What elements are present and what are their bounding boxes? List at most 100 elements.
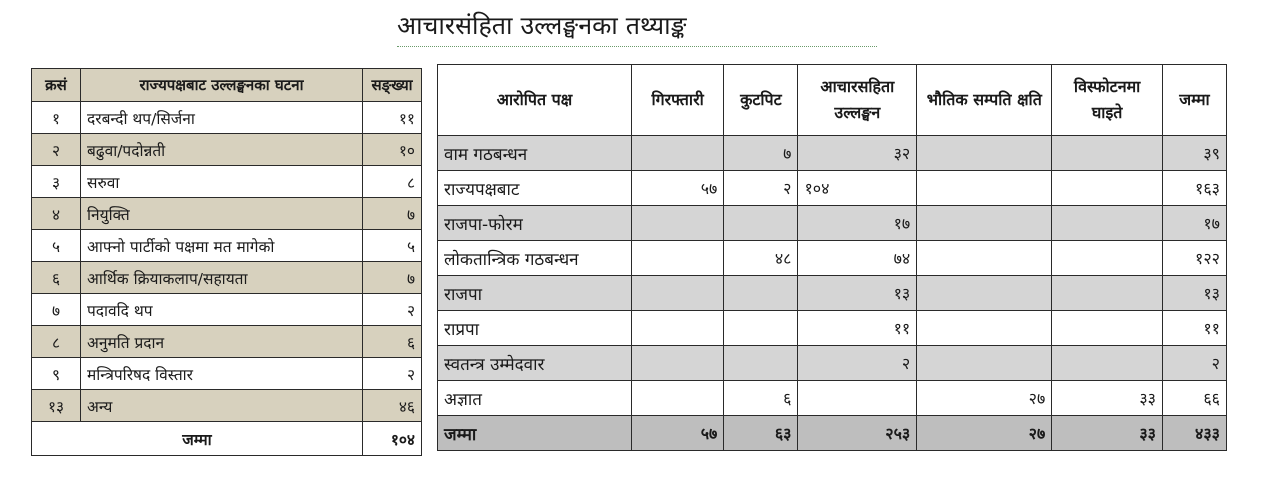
- row-total: १६३: [1161, 170, 1228, 206]
- table-row: राज्यपक्षबाट ५७ २ १०४ १६३: [437, 170, 1228, 206]
- column-header-arrest: गिरफ्तारी: [630, 64, 725, 136]
- row-blast: [1051, 310, 1163, 346]
- row-count: ११: [362, 101, 422, 134]
- row-event: आफ्नो पार्टीको पक्षमा मत मागेको: [80, 229, 363, 262]
- table-row: ३ सरुवा ८: [31, 165, 422, 198]
- column-header-count: सङ्ख्या: [362, 68, 422, 102]
- total-row: जम्मा १०४: [31, 421, 422, 456]
- row-assault: [723, 345, 799, 381]
- row-arrest: [630, 275, 725, 311]
- table-row: ७ पदावदि थप २: [31, 293, 422, 326]
- row-violation: ११: [797, 310, 918, 346]
- row-sn: १: [31, 101, 81, 134]
- row-event: सरुवा: [80, 165, 363, 198]
- row-event: अनुमति प्रदान: [80, 325, 363, 358]
- row-arrest: [630, 380, 725, 416]
- table-row: १३ अन्य ४६: [31, 389, 422, 422]
- row-party: राप्रपा: [437, 310, 632, 346]
- row-count: ४६: [362, 389, 422, 422]
- row-damage: [916, 170, 1053, 206]
- row-arrest: ५७: [630, 170, 725, 206]
- row-violation: २: [797, 345, 918, 381]
- total-blast: ३३: [1051, 415, 1163, 451]
- row-sn: ५: [31, 229, 81, 262]
- row-damage: [916, 135, 1053, 171]
- row-assault: [723, 275, 799, 311]
- row-total: १७: [1161, 205, 1228, 241]
- row-assault: [723, 310, 799, 346]
- row-assault: ४८: [723, 240, 799, 276]
- row-event: पदावदि थप: [80, 293, 363, 326]
- total-value: १०४: [362, 421, 422, 456]
- total-damage: २७: [916, 415, 1053, 451]
- row-assault: २: [723, 170, 799, 206]
- table-header-row: आरोपित पक्ष गिरफ्तारी कुटपिट आचारसहिता उ…: [437, 64, 1228, 136]
- column-header-event: राज्यपक्षबाट उल्लङ्घनका घटना: [80, 68, 363, 102]
- row-party: अज्ञात: [437, 380, 632, 416]
- row-damage: [916, 310, 1053, 346]
- row-count: १०: [362, 133, 422, 166]
- row-blast: [1051, 275, 1163, 311]
- row-event: अन्य: [80, 389, 363, 422]
- row-party: वाम गठबन्धन: [437, 135, 632, 171]
- row-blast: [1051, 205, 1163, 241]
- table-row: राजपा १३ १३: [437, 275, 1228, 311]
- row-damage: [916, 275, 1053, 311]
- row-event: आर्थिक क्रियाकलाप/सहायता: [80, 261, 363, 294]
- row-damage: [916, 205, 1053, 241]
- table-header-row: क्रसं राज्यपक्षबाट उल्लङ्घनका घटना सङ्ख्…: [31, 68, 422, 102]
- total-arrest: ५७: [630, 415, 725, 451]
- row-total: ६६: [1161, 380, 1228, 416]
- row-sn: १३: [31, 389, 81, 422]
- table-row: वाम गठबन्धन ७ ३२ ३९: [437, 135, 1228, 171]
- row-event: दरबन्दी थप/सिर्जना: [80, 101, 363, 134]
- row-blast: ३३: [1051, 380, 1163, 416]
- table-row: २ बढुवा/पदोन्नती १०: [31, 133, 422, 166]
- row-assault: ७: [723, 135, 799, 171]
- table-row: ४ नियुक्ति ७: [31, 197, 422, 230]
- row-event: बढुवा/पदोन्नती: [80, 133, 363, 166]
- row-party: राज्यपक्षबाट: [437, 170, 632, 206]
- row-blast: [1051, 345, 1163, 381]
- page-title: आचारसंहिता उल्लङ्घनका तथ्याङ्क: [397, 6, 877, 47]
- table-row: ५ आफ्नो पार्टीको पक्षमा मत मागेको ५: [31, 229, 422, 262]
- row-count: ६: [362, 325, 422, 358]
- row-damage: [916, 345, 1053, 381]
- column-header-assault: कुटपिट: [723, 64, 799, 136]
- row-blast: [1051, 135, 1163, 171]
- row-party: स्वतन्त्र उम्मेदवार: [437, 345, 632, 381]
- total-total: ४३३: [1161, 415, 1228, 451]
- column-header-damage: भौतिक सम्पति क्षति: [916, 64, 1053, 136]
- row-violation: [797, 380, 918, 416]
- row-arrest: [630, 135, 725, 171]
- row-blast: [1051, 170, 1163, 206]
- total-violation: २५३: [797, 415, 918, 451]
- row-violation: १०४: [797, 170, 918, 206]
- table-row: राप्रपा ११ ११: [437, 310, 1228, 346]
- row-arrest: [630, 345, 725, 381]
- row-blast: [1051, 240, 1163, 276]
- total-row: जम्मा ५७ ६३ २५३ २७ ३३ ४३३: [437, 415, 1228, 451]
- row-event: नियुक्ति: [80, 197, 363, 230]
- row-count: २: [362, 293, 422, 326]
- row-arrest: [630, 310, 725, 346]
- row-count: ७: [362, 261, 422, 294]
- row-sn: ७: [31, 293, 81, 326]
- row-assault: [723, 205, 799, 241]
- row-party: राजपा-फोरम: [437, 205, 632, 241]
- total-label: जम्मा: [31, 421, 363, 456]
- table-row: अज्ञात ६ २७ ३३ ६६: [437, 380, 1228, 416]
- row-total: ३९: [1161, 135, 1228, 171]
- column-header-party: आरोपित पक्ष: [437, 64, 632, 136]
- table-row: ९ मन्त्रिपरिषद विस्तार २: [31, 357, 422, 390]
- row-sn: ९: [31, 357, 81, 390]
- total-label: जम्मा: [437, 415, 632, 451]
- row-violation: ७४: [797, 240, 918, 276]
- total-assault: ६३: [723, 415, 799, 451]
- row-arrest: [630, 205, 725, 241]
- row-sn: ४: [31, 197, 81, 230]
- row-assault: ६: [723, 380, 799, 416]
- accused-party-table: आरोपित पक्ष गिरफ्तारी कुटपिट आचारसहिता उ…: [437, 64, 1228, 451]
- row-party: लोकतान्त्रिक गठबन्धन: [437, 240, 632, 276]
- row-event: मन्त्रिपरिषद विस्तार: [80, 357, 363, 390]
